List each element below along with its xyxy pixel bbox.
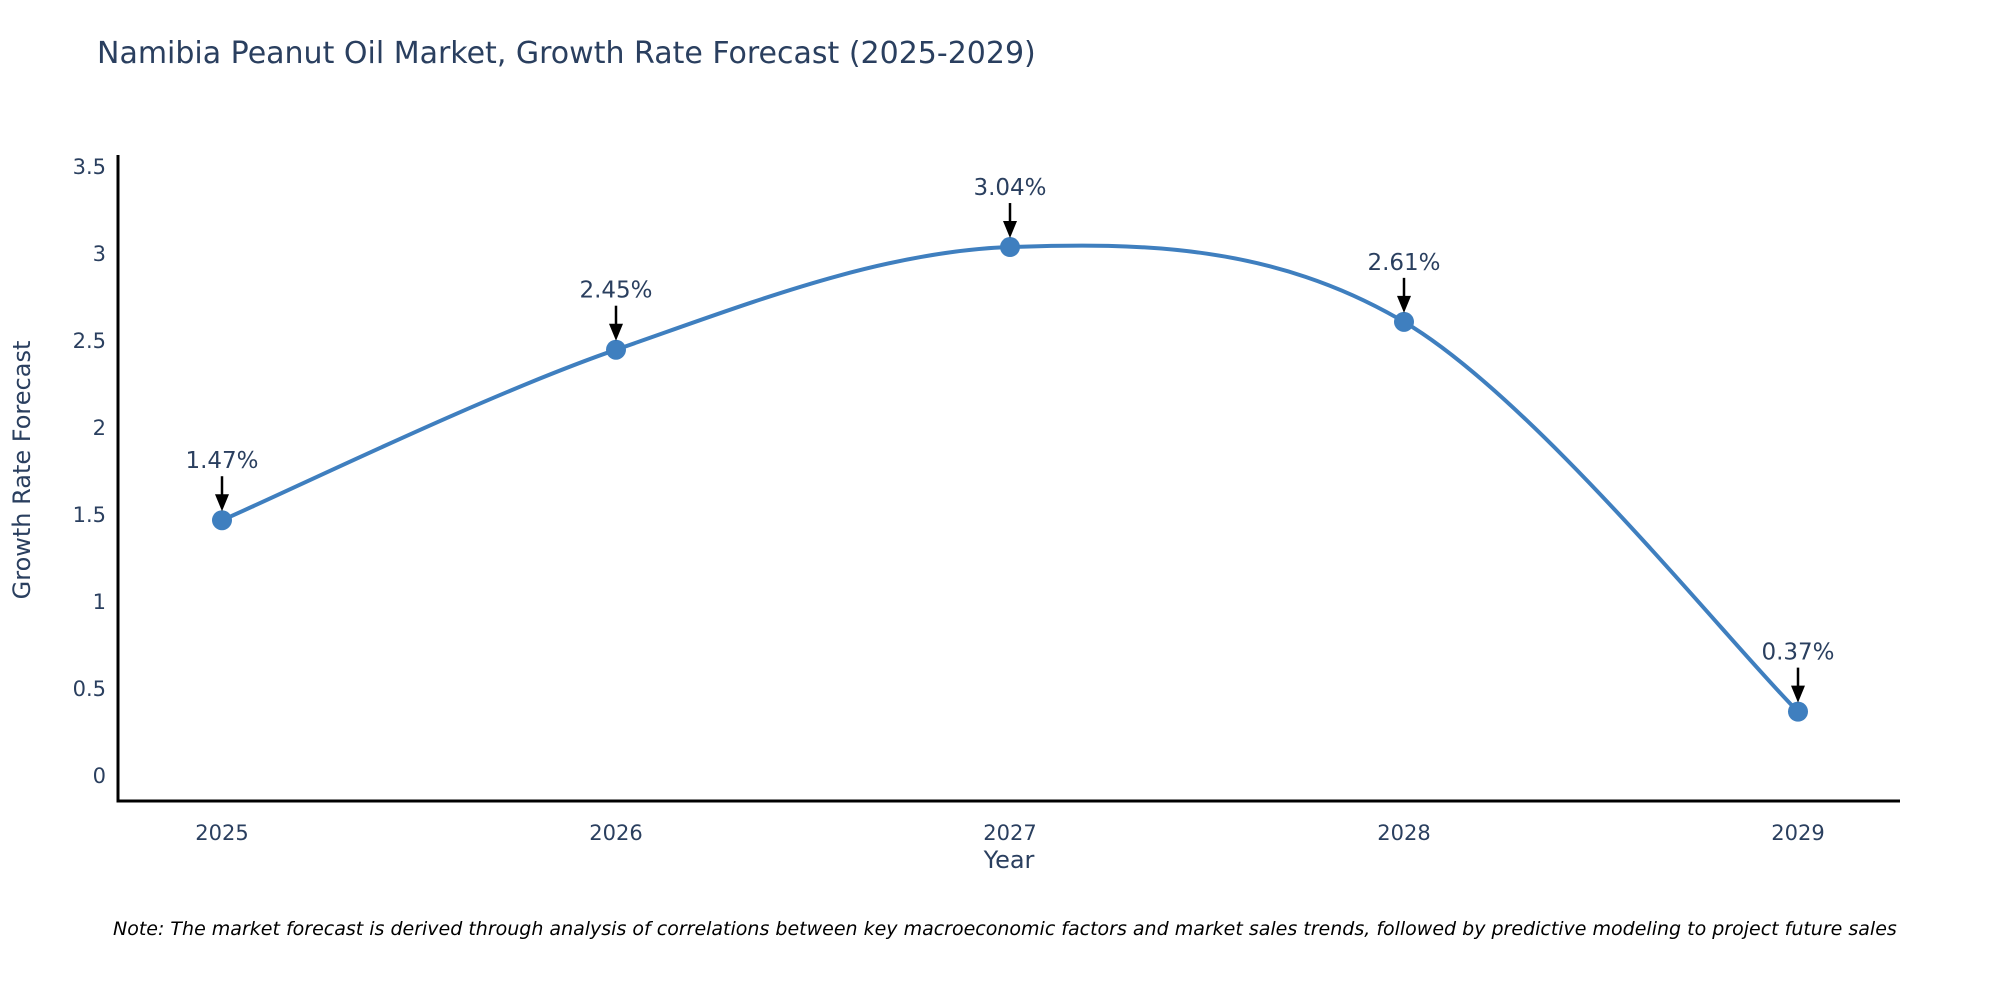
y-tick-label: 3.5 bbox=[73, 155, 106, 179]
x-tick-label: 2029 bbox=[1771, 821, 1824, 845]
chart-title: Namibia Peanut Oil Market, Growth Rate F… bbox=[97, 36, 1036, 71]
y-tick-label: 1.5 bbox=[73, 503, 106, 527]
x-axis-title: Year bbox=[983, 846, 1035, 874]
y-tick-label: 0 bbox=[93, 764, 106, 788]
point-label: 2.45% bbox=[579, 278, 652, 304]
annotation-arrowhead-icon bbox=[1003, 221, 1017, 239]
y-tick-label: 1 bbox=[93, 590, 106, 614]
data-point bbox=[1788, 701, 1808, 722]
y-tick-label: 2.5 bbox=[73, 329, 106, 353]
data-point bbox=[212, 510, 232, 531]
annotation-arrowhead-icon bbox=[1791, 685, 1805, 703]
data-point bbox=[1000, 237, 1020, 258]
annotation-arrowhead-icon bbox=[215, 494, 229, 512]
x-tick-label: 2028 bbox=[1377, 821, 1430, 845]
annotation-arrowhead-icon bbox=[1397, 295, 1411, 313]
x-tick-label: 2027 bbox=[983, 821, 1036, 845]
y-axis-title: Growth Rate Forecast bbox=[8, 341, 36, 600]
point-label: 3.04% bbox=[973, 175, 1046, 201]
data-point bbox=[606, 339, 626, 360]
y-tick-label: 2 bbox=[93, 416, 106, 440]
point-label: 1.47% bbox=[185, 448, 258, 474]
y-tick-label: 0.5 bbox=[73, 677, 106, 701]
x-tick-label: 2026 bbox=[589, 821, 642, 845]
annotation-arrowhead-icon bbox=[609, 323, 623, 341]
y-tick-label: 3 bbox=[93, 242, 106, 266]
x-tick-label: 2025 bbox=[195, 821, 248, 845]
point-label: 0.37% bbox=[1761, 640, 1834, 666]
forecast-line bbox=[220, 243, 1800, 714]
footnote: Note: The market forecast is derived thr… bbox=[113, 918, 1897, 940]
growth-rate-line-chart: 0 0.5 1 1.5 2 2.5 3 3.5 2025 2026 2027 2028 2029 Grow… bbox=[8, 155, 1900, 874]
point-label: 2.61% bbox=[1367, 250, 1440, 276]
data-point bbox=[1394, 311, 1414, 332]
